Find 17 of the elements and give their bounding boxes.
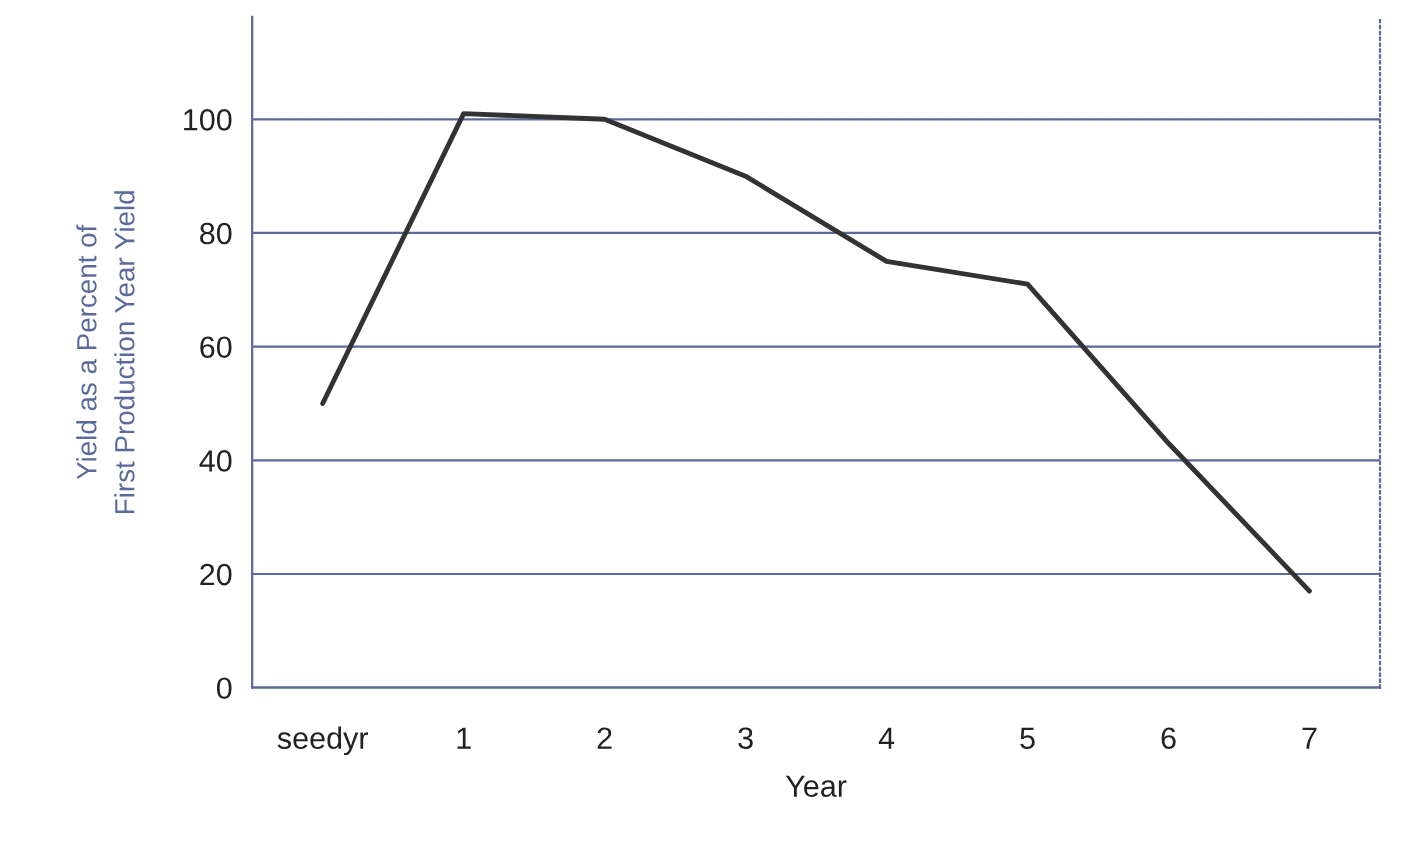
- x-tick-label: 1: [457, 727, 471, 749]
- y-tick-label: 40: [199, 450, 232, 472]
- x-tick-label: 6: [1161, 727, 1176, 750]
- line-series: [320, 111, 1312, 594]
- x-tick-label: 7: [1302, 727, 1317, 749]
- x-axis-title: Year: [785, 775, 847, 797]
- x-tick-label: 4: [878, 727, 895, 749]
- x-tick-label: 2: [597, 727, 612, 749]
- y-axis-title: Yield as a Percent of First Production Year Yield: [76, 191, 135, 513]
- y-tick-label: 60: [200, 336, 232, 359]
- y-tick-label: 80: [200, 222, 232, 245]
- y-tick-label: 100: [184, 109, 232, 131]
- x-tick-label: seedyr: [277, 726, 369, 756]
- x-tick-label: 3: [738, 727, 753, 750]
- y-tick-label: 20: [200, 563, 232, 586]
- x-tick-label: 5: [1020, 727, 1035, 750]
- y-tick-label: 0: [216, 677, 232, 700]
